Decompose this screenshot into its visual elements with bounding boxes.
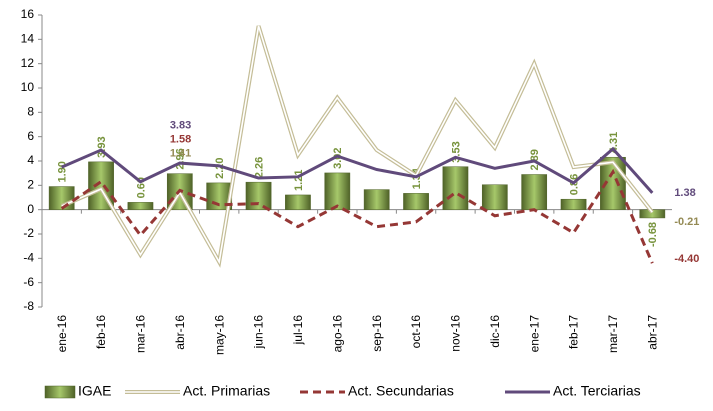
legend-swatch bbox=[44, 385, 76, 399]
y-tick-label: 16 bbox=[21, 7, 35, 21]
line bbox=[60, 168, 654, 264]
y-tick-label: -8 bbox=[23, 299, 34, 313]
bar-value-label: 2.20 bbox=[214, 157, 226, 178]
bar bbox=[521, 174, 548, 210]
bar-value-label: 2.26 bbox=[253, 157, 265, 178]
y-tick-label: -6 bbox=[23, 275, 34, 289]
line bbox=[61, 146, 654, 194]
legend-label: Act. Secundarias bbox=[348, 383, 454, 399]
x-tick-label: nov-16 bbox=[449, 315, 463, 352]
bar bbox=[403, 193, 429, 210]
bar-value-label: 4.31 bbox=[608, 132, 620, 153]
x-tick-label: feb-17 bbox=[567, 315, 581, 349]
y-tick-label: -4 bbox=[23, 251, 34, 265]
bar bbox=[245, 181, 272, 210]
legend-label: Act. Primarias bbox=[183, 383, 270, 399]
x-tick-label: oct-16 bbox=[409, 315, 423, 349]
legend-label: IGAE bbox=[78, 383, 111, 399]
x-tick-label: jun-16 bbox=[252, 315, 266, 350]
line bbox=[60, 25, 654, 268]
line-value-label: 1.41 bbox=[170, 148, 191, 160]
y-tick-label: -2 bbox=[23, 226, 34, 240]
bar bbox=[560, 198, 587, 210]
x-tick-label: abr-16 bbox=[173, 315, 187, 350]
bar bbox=[285, 194, 311, 210]
line-inner bbox=[61, 25, 653, 265]
bar-value-label: -0.68 bbox=[647, 222, 659, 247]
x-tick-label: sep-16 bbox=[370, 315, 384, 352]
y-tick-label: 4 bbox=[27, 153, 34, 167]
bar bbox=[363, 189, 390, 210]
x-tick-label: ene-16 bbox=[55, 315, 69, 353]
y-tick-label: 8 bbox=[27, 105, 34, 119]
x-tick-label: ago-16 bbox=[330, 315, 344, 353]
x-tick-label: mar-17 bbox=[606, 315, 620, 353]
bar bbox=[127, 202, 154, 210]
y-tick-label: 6 bbox=[27, 129, 34, 143]
x-tick-label: abr-17 bbox=[645, 315, 659, 350]
y-tick-label: 2 bbox=[27, 178, 34, 192]
bar bbox=[48, 186, 75, 210]
y-tick-label: 12 bbox=[21, 56, 35, 70]
bar bbox=[324, 172, 351, 210]
legend-label: Act. Terciarias bbox=[553, 383, 641, 399]
x-tick-label: mar-16 bbox=[134, 315, 148, 353]
line-value-label: 3.83 bbox=[170, 120, 191, 132]
bar-value-label: 3.02 bbox=[332, 148, 344, 169]
bar-value-label: 0.60 bbox=[135, 177, 147, 198]
bar bbox=[442, 166, 469, 210]
x-tick-label: dic-16 bbox=[488, 315, 502, 348]
x-tick-label: may-16 bbox=[212, 315, 226, 355]
y-tick-label: 14 bbox=[21, 32, 35, 46]
line-value-label: 1.58 bbox=[170, 134, 191, 146]
line-value-label: 1.38 bbox=[674, 187, 695, 199]
x-tick-label: jul-16 bbox=[291, 315, 305, 346]
y-tick-label: 0 bbox=[27, 202, 34, 216]
x-tick-label: ene-17 bbox=[527, 315, 541, 353]
line-value-label: -4.40 bbox=[674, 253, 699, 265]
x-tick-label: feb-16 bbox=[94, 315, 108, 349]
y-tick-label: 10 bbox=[21, 80, 35, 94]
bar bbox=[481, 184, 508, 210]
line-value-label: -0.21 bbox=[674, 216, 699, 228]
